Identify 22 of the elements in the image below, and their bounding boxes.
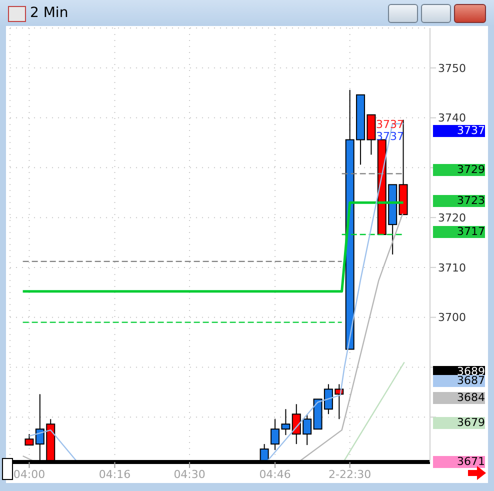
x-tick-label: 04:30 bbox=[174, 468, 206, 481]
text: 3687 bbox=[433, 374, 485, 387]
text: 3684 bbox=[433, 391, 485, 404]
text: 3737 bbox=[433, 124, 485, 137]
text: 3723 bbox=[433, 194, 485, 207]
y-tick-label: 3750 bbox=[438, 62, 466, 75]
y-tick-label: 3710 bbox=[438, 261, 466, 274]
text: 3671 bbox=[433, 455, 485, 468]
x-tick-label: 04:16 bbox=[98, 468, 131, 481]
annotation: 3737 bbox=[376, 130, 404, 143]
y-tick-label: 3740 bbox=[438, 112, 466, 125]
x-tick-label: 04:00 bbox=[13, 468, 46, 481]
candlestick bbox=[24, 434, 34, 446]
annotation: 3737 bbox=[376, 118, 404, 131]
text: 3679 bbox=[433, 416, 485, 429]
x-tick-label: 2-22:30 bbox=[328, 468, 372, 481]
y-tick-label: 3700 bbox=[438, 311, 466, 324]
chart-title: 2 Min bbox=[30, 5, 68, 21]
text: 3729 bbox=[433, 163, 485, 176]
y-tick-label: 3720 bbox=[438, 211, 466, 224]
x-tick-label: 04:46 bbox=[259, 468, 291, 481]
text: 3717 bbox=[433, 225, 485, 238]
